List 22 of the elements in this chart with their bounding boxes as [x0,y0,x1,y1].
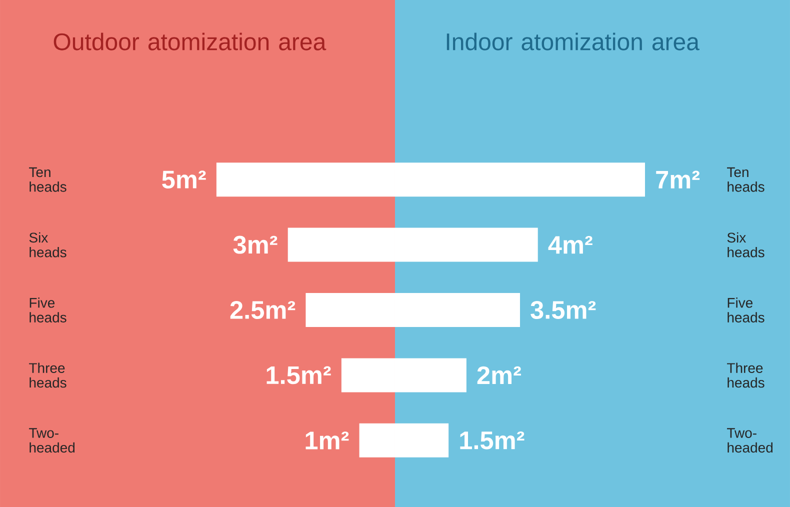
y-tick-label: Two-headed [727,428,773,453]
data-label: 3m² [233,236,278,254]
y-tick-label: Three heads [727,362,764,388]
y-tick-label: Three heads [29,362,66,388]
chart-title: Indoor atomization area [446,32,700,50]
data-label: 3.5m² [530,301,596,319]
y-tick-label: Five heads [728,298,764,322]
y-tick-label: Six heads [29,232,66,258]
data-label: 1.5m² [460,431,524,450]
data-label: 2m² [477,366,521,384]
data-label: 2.5m² [230,301,296,319]
data-label: 1.5m² [266,366,331,384]
y-tick-label: Six heads [727,232,764,258]
data-label: 5m² [162,170,206,189]
y-tick-label: Two-headed [29,428,75,453]
y-tick-label: Ten heads [727,167,764,192]
chart-title: Outdoor atomization area [54,32,326,50]
y-tick-label: Five heads [30,298,66,322]
data-label: 4m² [548,236,592,254]
data-label: 1m² [306,432,349,450]
y-tick-label: Ten heads [29,167,66,192]
data-label: 7m² [656,170,700,188]
